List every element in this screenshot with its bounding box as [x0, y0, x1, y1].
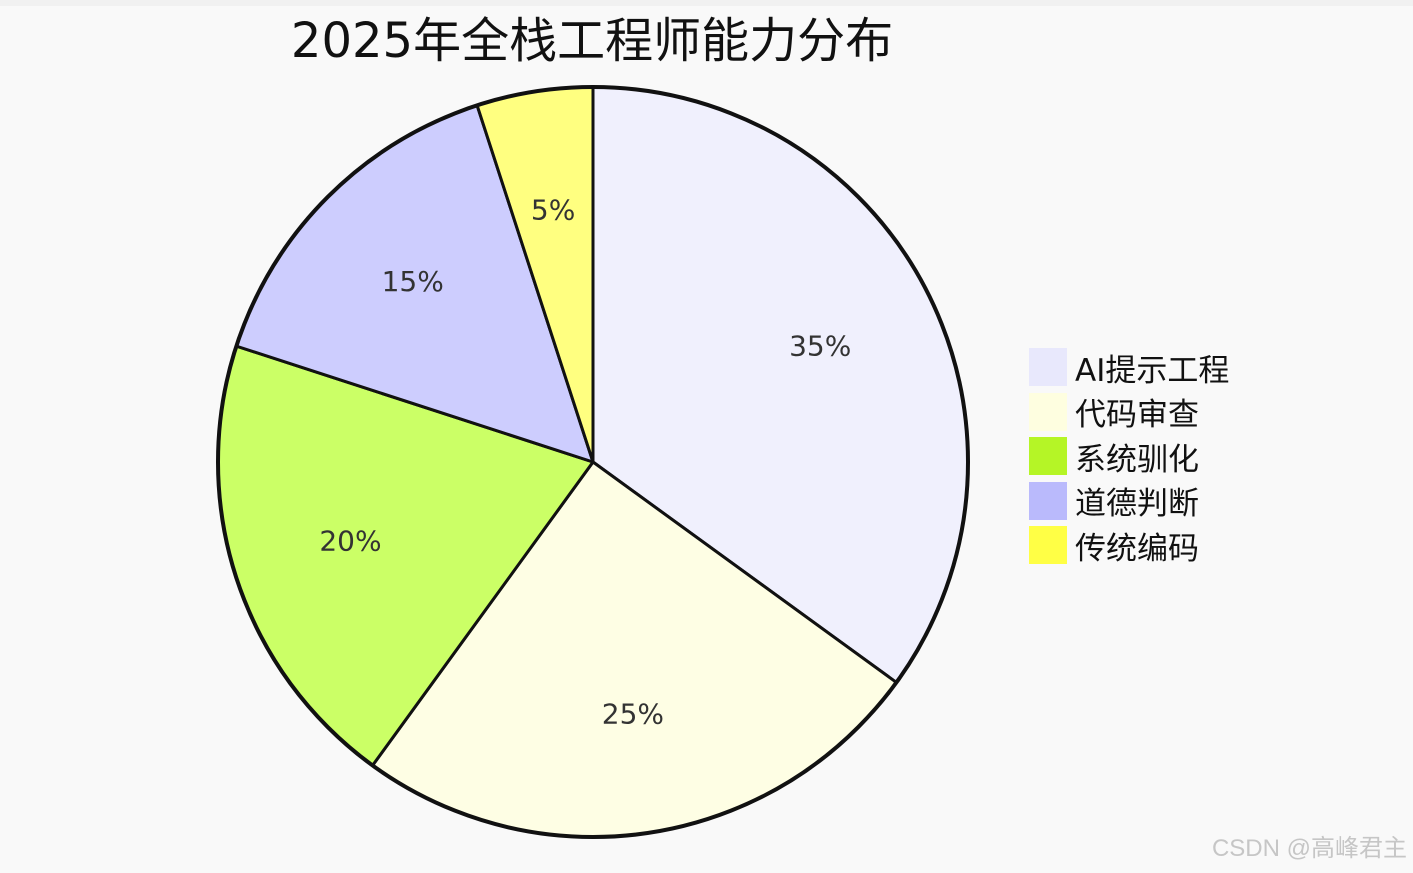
legend-swatch [1029, 526, 1067, 565]
legend-item-3: 系统驯化 [1029, 434, 1229, 479]
legend-item-5: 传统编码 [1029, 523, 1229, 568]
pie-outline [216, 85, 970, 839]
watermark: CSDN @高峰君主 [1211, 835, 1407, 862]
legend-label: 道德判断 [1075, 486, 1199, 523]
legend-swatch [1029, 348, 1067, 387]
legend: AI提示工程 代码审查系统驯化道德判断传统编码 [1029, 345, 1229, 568]
legend-swatch [1029, 437, 1067, 476]
legend-item-4: 道德判断 [1029, 479, 1229, 524]
legend-swatch [1029, 481, 1067, 520]
pie-slices [216, 85, 970, 839]
legend-swatch [1029, 392, 1067, 431]
legend-label: 代码审查 [1075, 397, 1199, 434]
slice-label-4: 15% [382, 265, 444, 298]
slice-label-5: 5% [531, 194, 575, 227]
legend-label: 传统编码 [1075, 530, 1199, 567]
chart-title: 2025年全栈工程师能力分布 [290, 13, 894, 69]
slice-label-2: 25% [602, 697, 664, 730]
legend-label: 系统驯化 [1075, 441, 1199, 478]
slice-label-1: 35% [789, 330, 851, 363]
legend-label: AI提示工程 [1075, 352, 1230, 389]
legend-item-2: 代码审查 [1029, 390, 1229, 435]
top-strip [0, 0, 1413, 6]
pie-slice-labels: 35% 25% 20% 15% 5% [319, 194, 851, 731]
slice-label-3: 20% [319, 524, 381, 557]
legend-item-1: AI提示工程 [1029, 345, 1229, 390]
